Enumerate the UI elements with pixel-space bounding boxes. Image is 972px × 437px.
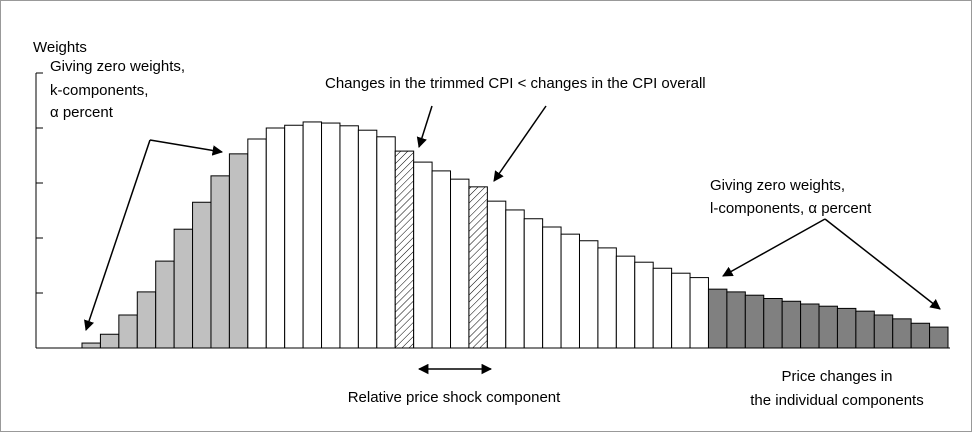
bar [744,294,765,349]
annotation: k-components, [50,82,148,99]
bar [247,138,267,349]
bar [689,277,709,349]
bar [210,175,230,349]
bar [284,124,304,349]
arrow [722,218,826,277]
bar [173,228,194,349]
annotation: Giving zero weights, [710,177,845,194]
bar [118,314,138,349]
bar [376,136,396,349]
annotation: l-components, α percent [710,200,872,217]
annotation: Giving zero weights, [50,58,185,75]
bar [357,129,378,349]
bar [652,267,673,349]
bar [431,170,452,349]
bar [394,150,415,349]
bar [597,247,617,349]
bar [929,326,949,349]
bar [339,125,359,349]
bar [671,272,691,349]
bar [450,178,470,349]
x-axis-label: the individual components [750,392,923,409]
bar [781,300,802,349]
arrow [493,105,547,182]
bar [486,200,507,349]
bar [265,127,286,349]
bar [136,291,157,349]
bar [99,333,120,349]
bar [763,298,783,349]
bar [468,186,488,349]
arrows [84,105,941,375]
bar [910,322,931,349]
bar [505,209,525,349]
bar [228,153,249,349]
arrow [149,139,224,156]
bar [192,201,212,349]
bar [155,260,175,349]
bar [873,314,894,349]
bar [578,240,599,349]
bar [302,121,323,349]
bar [707,288,728,349]
arrow [416,105,433,149]
bar [560,233,580,349]
bar [836,307,857,349]
arrow [824,218,941,310]
bar [892,318,912,349]
bar [855,310,875,349]
annotation: α percent [50,104,114,121]
bar [81,342,101,349]
bar [634,261,654,349]
y-axis-label: Weights [33,39,87,56]
bar [818,305,838,349]
annotation: Changes in the trimmed CPI < changes in … [325,75,706,92]
bar [542,226,562,349]
bar [523,218,544,349]
bar [726,291,746,349]
x-axis-label: Price changes in [782,368,893,385]
bar [413,161,433,349]
arrow [84,139,151,331]
bar [321,122,341,349]
annotation: Relative price shock component [348,389,561,406]
bar [800,303,820,349]
bar [615,255,636,349]
